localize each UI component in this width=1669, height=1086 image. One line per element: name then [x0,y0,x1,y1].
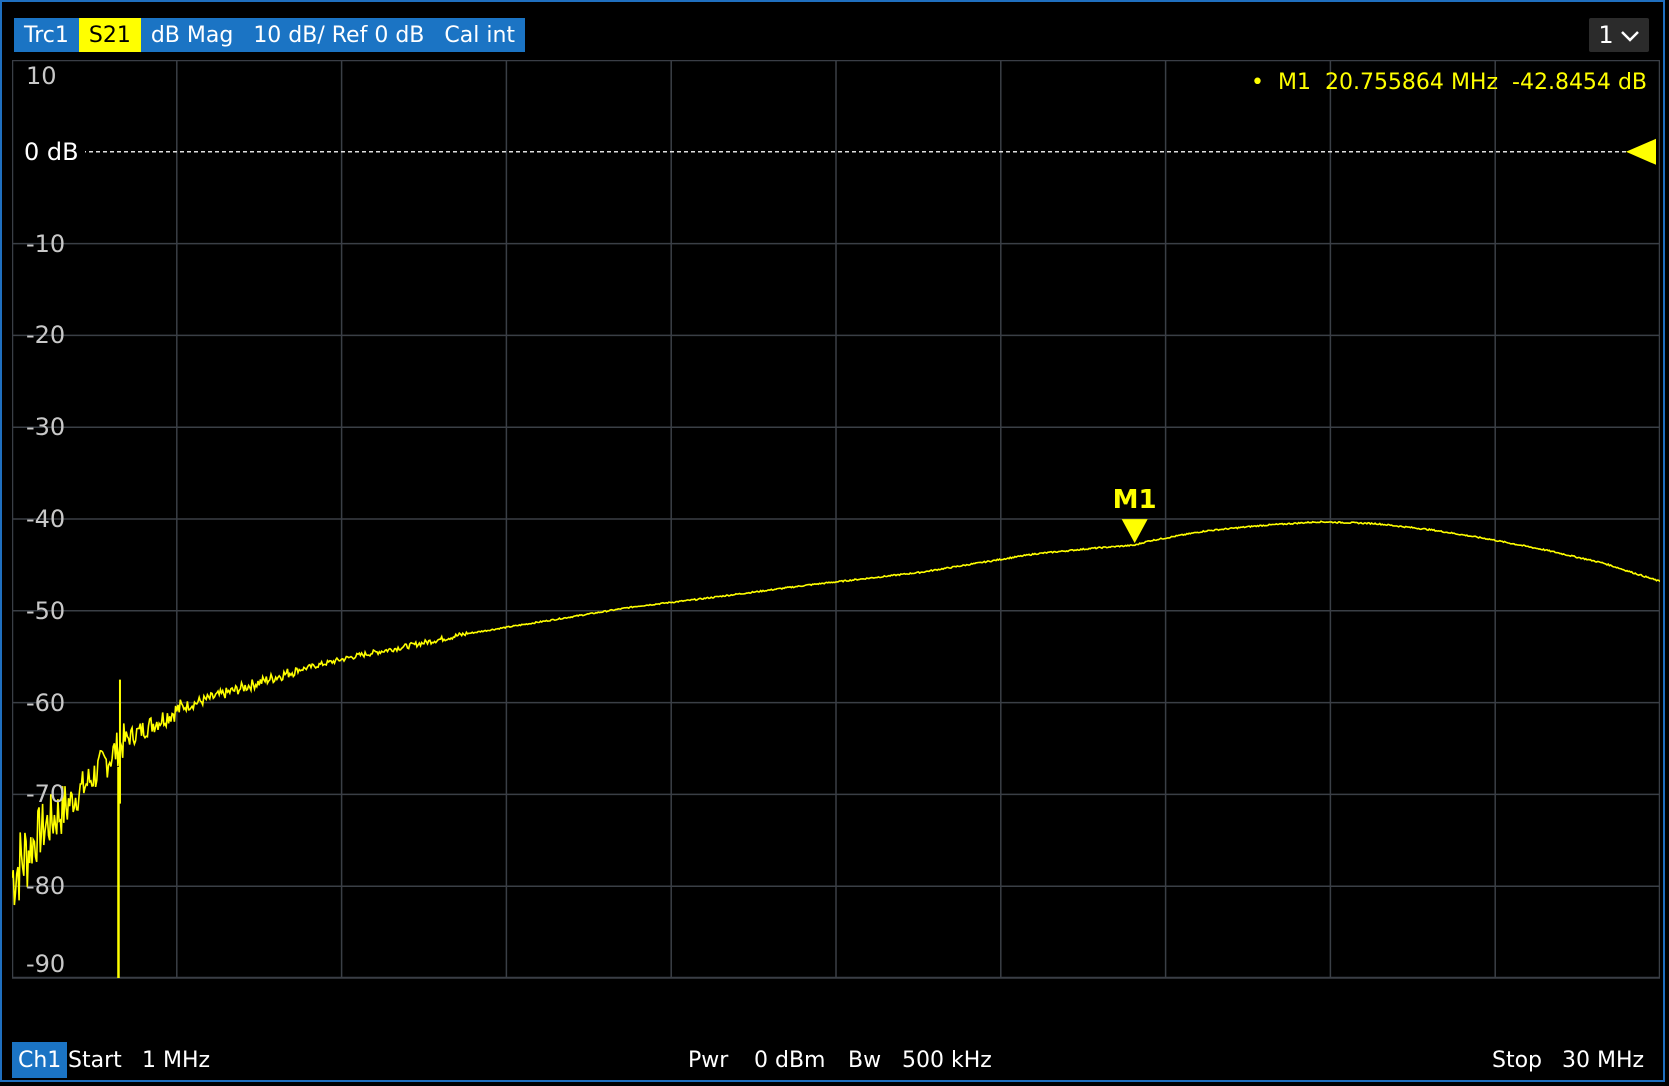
y-tick-label: -20 [26,321,66,350]
y-tick-label: -50 [26,596,66,625]
y-tick-label: -90 [26,950,66,978]
trace-header: Trc1 S21 dB Mag 10 dB/ Ref 0 dB Cal int [14,18,526,52]
y-tick-label: -40 [26,505,66,533]
marker-m1-label[interactable]: M1 [1112,485,1157,516]
chevron-down-icon [1620,21,1640,49]
y-tick-label: -80 [26,872,66,901]
bandwidth-label: Bw [848,1047,882,1073]
y-tick-label: -60 [26,688,66,717]
trace-s21 [12,520,1660,906]
start-frequency[interactable]: 1 MHz [142,1047,211,1073]
marker-readout[interactable]: • M1 20.755864 MHz -42.8454 dB [1251,70,1647,95]
reference-level-arrow-icon [1626,138,1656,165]
diagram-number: 1 [1598,21,1614,49]
trace-name[interactable]: Trc1 [14,18,79,52]
calibration-state[interactable]: Cal int [434,18,526,52]
diagram-selector[interactable]: 1 [1589,18,1649,52]
reference-level-label: 0 dB [24,139,85,164]
marker-frequency: 20.755864 MHz [1324,70,1499,95]
trace-chart [12,60,1660,979]
power-value[interactable]: 0 dBm [754,1047,826,1073]
power-label: Pwr [688,1047,729,1073]
marker-dot: • [1250,70,1264,95]
y-tick-label: -30 [26,413,66,442]
start-label: Start [68,1047,122,1073]
marker-name: M1 [1277,70,1311,95]
y-tick-label: -70 [26,780,66,809]
y-tick-label: -10 [26,229,66,258]
channel-footer: Ch1 Start 1 MHz Pwr 0 dBm Bw 500 kHz Sto… [12,1042,1660,1078]
trace-format[interactable]: dB Mag [140,18,244,52]
stop-label: Stop [1492,1047,1543,1073]
plot-area[interactable]: 10 -10 -20 -30 -40 -50 -60 -70 -80 -90 0 dB M1 [12,60,1660,1040]
stop-frequency[interactable]: 30 MHz [1562,1047,1645,1073]
bandwidth-value[interactable]: 500 kHz [902,1047,992,1073]
y-tick-label: 10 [26,62,57,90]
scale-info[interactable]: 10 dB/ Ref 0 dB [243,18,435,52]
channel-badge[interactable]: Ch1 [12,1042,68,1078]
measured-parameter[interactable]: S21 [78,18,141,52]
marker-value: -42.8454 dB [1512,70,1647,95]
marker-m1-triangle-icon [1121,519,1148,544]
